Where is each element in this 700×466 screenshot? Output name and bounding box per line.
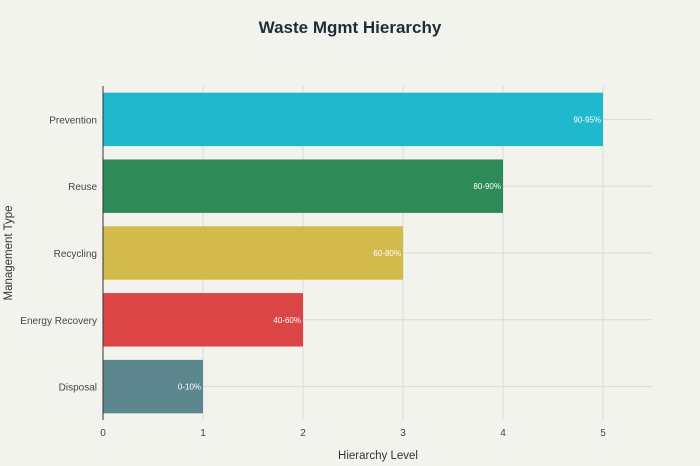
y-tick-label-prevention: Prevention [49,115,97,126]
data-label-recycling: 60-80% [373,249,401,258]
x-tick-label-0: 0 [100,428,106,439]
data-label-reuse: 80-90% [473,182,501,191]
chart-title: Waste Mgmt Hierarchy [258,18,442,37]
axes: 0 1 2 3 4 5 Prevention Reuse Recycling Energy Rec… [20,86,606,439]
x-tick-label-2: 2 [300,428,306,439]
x-tick-label-4: 4 [500,428,506,439]
bar-prevention [103,92,603,147]
y-tick-label-disposal: Disposal [59,383,97,394]
y-axis-title: Management Type [3,205,15,300]
y-tick-label-energy-recovery: Energy Recovery [20,316,97,327]
y-tick-label-reuse: Reuse [68,182,97,193]
x-axis-title: Hierarchy Level [338,450,418,462]
data-label-disposal: 0-10% [178,383,201,392]
bars: 90-95% 80-90% 60-80% 40-60% 0-10% [103,92,603,414]
bar-reuse [103,159,503,213]
data-label-prevention: 90-95% [573,115,601,124]
bar-energy-recovery [103,293,303,347]
y-tick-label-recycling: Recycling [54,249,97,260]
x-tick-label-5: 5 [600,428,606,439]
x-tick-label-3: 3 [400,428,406,439]
x-tick-label-1: 1 [200,428,206,439]
bar-recycling [103,226,403,280]
data-label-energy-recovery: 40-60% [273,316,301,325]
bar-disposal [103,359,203,414]
